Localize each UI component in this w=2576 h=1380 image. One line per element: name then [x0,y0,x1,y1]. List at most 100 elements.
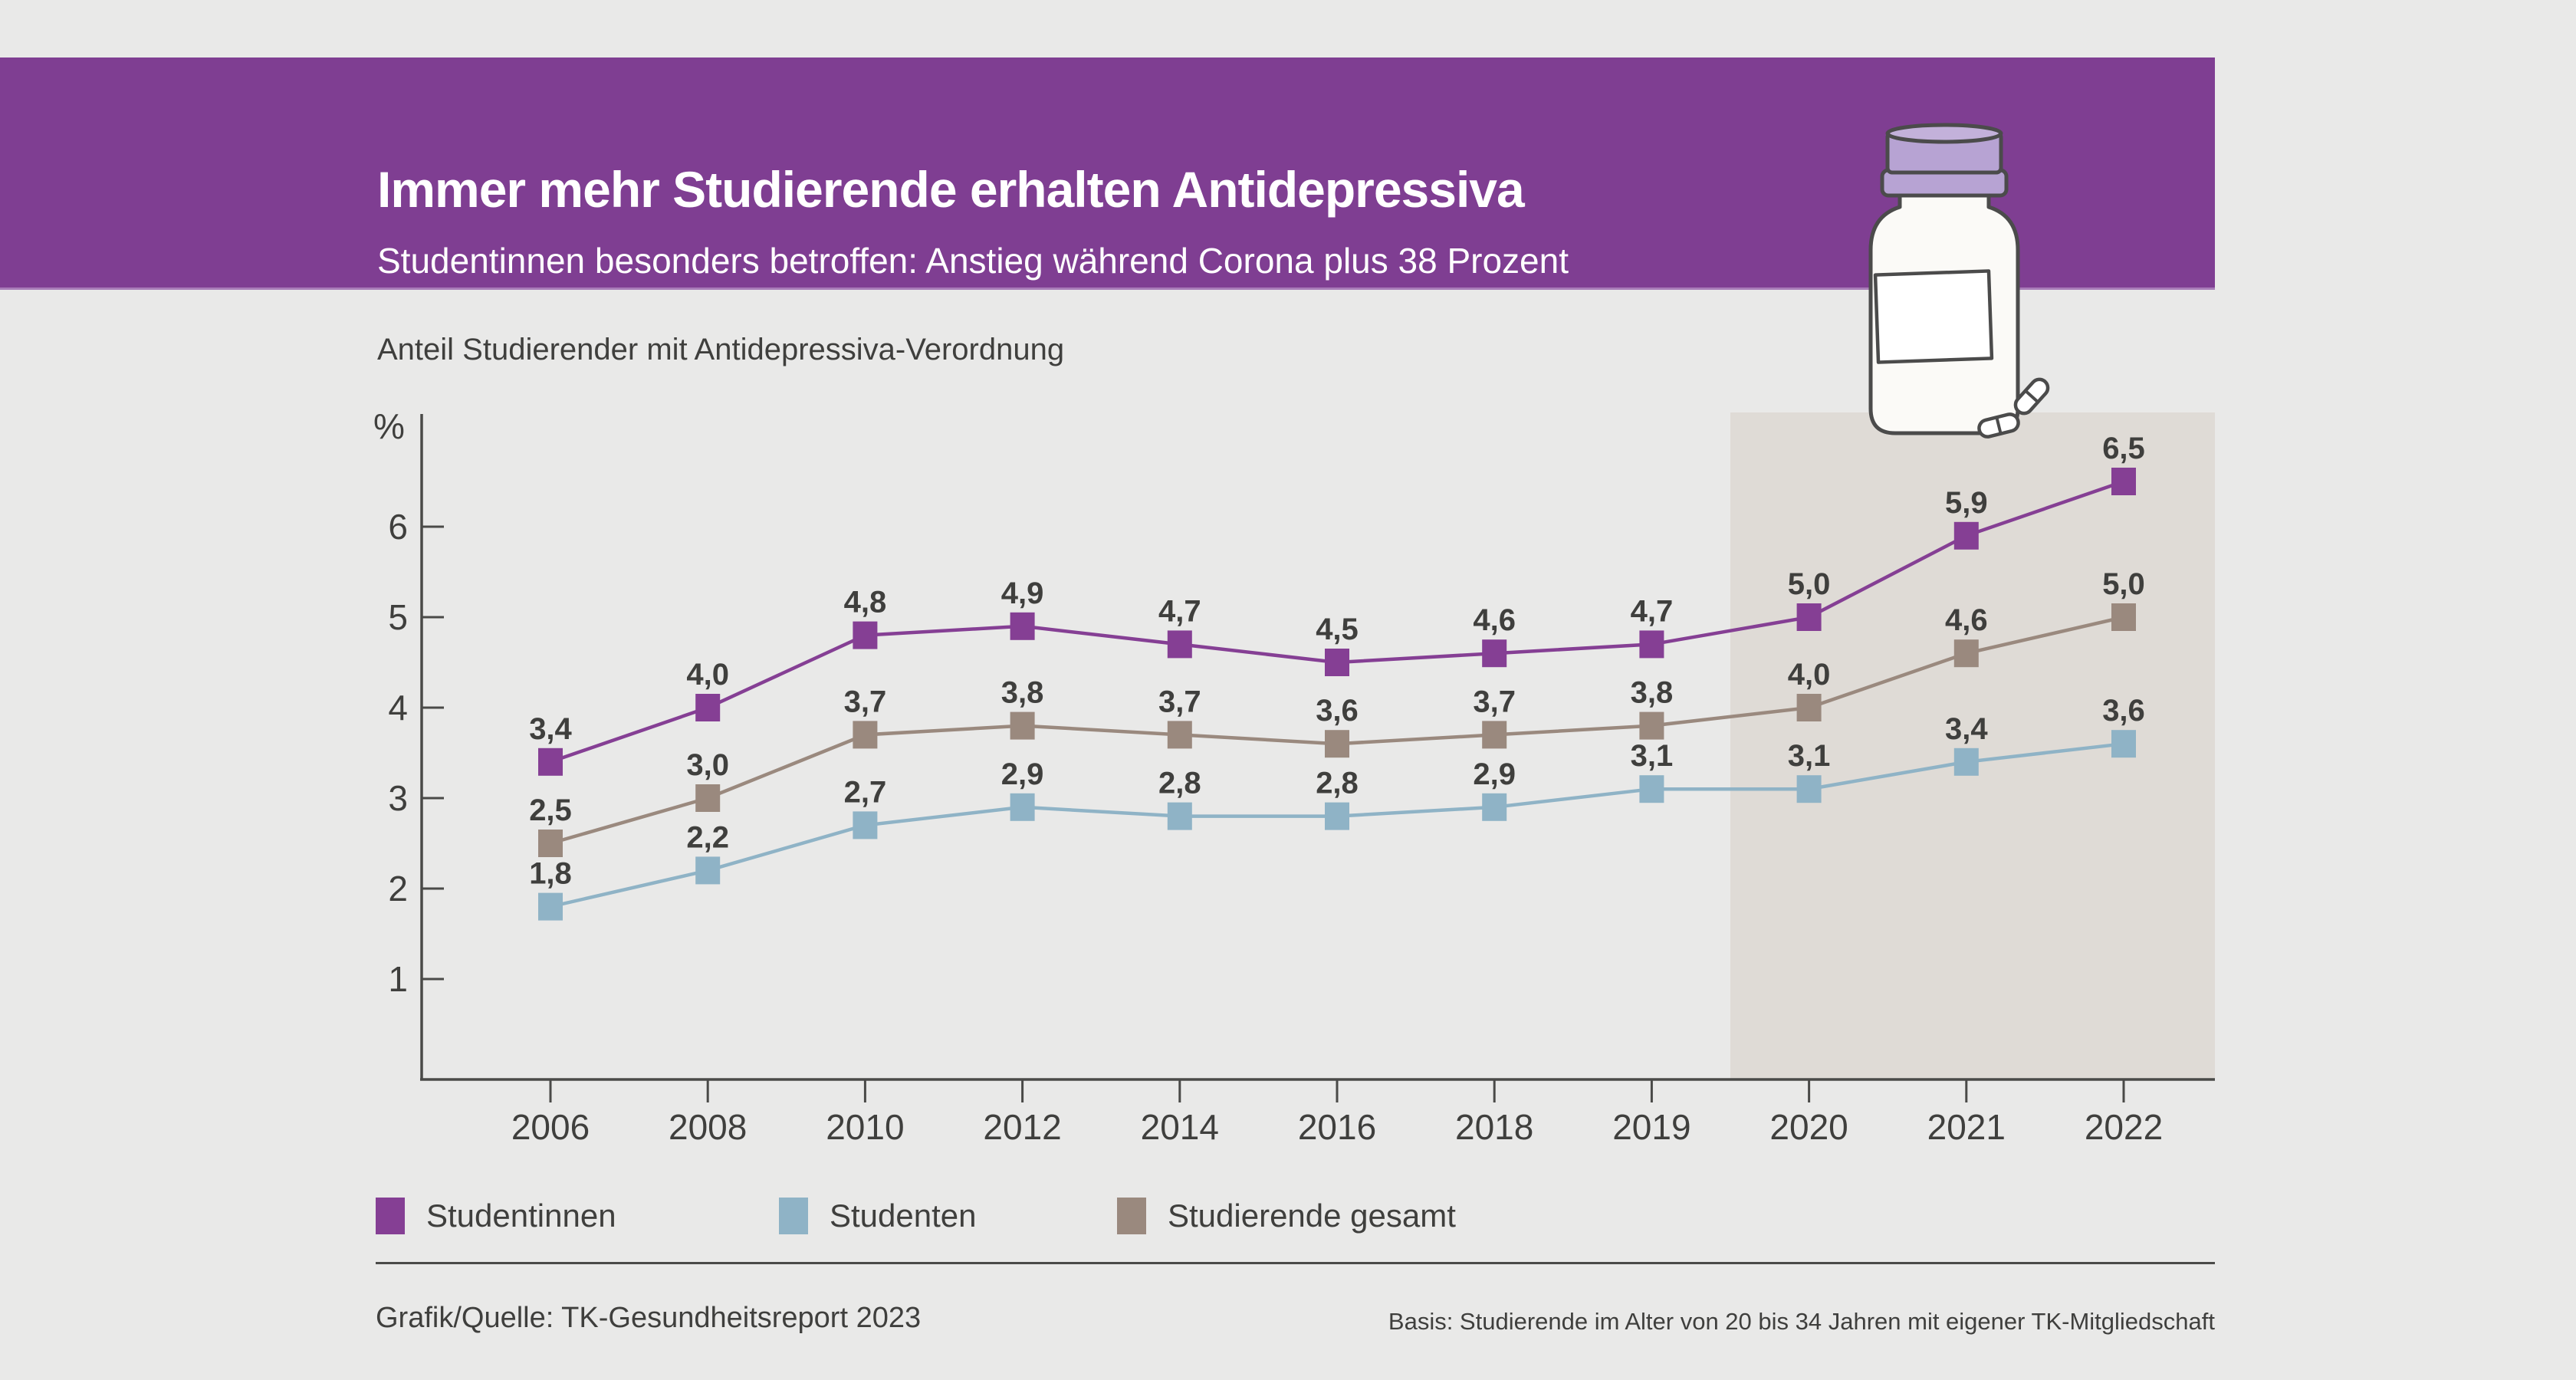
x-tick-label: 2019 [1612,1107,1691,1147]
data-label-studenten: 3,6 [2102,694,2145,728]
x-tick-label: 2006 [511,1107,590,1147]
data-label-studierende-gesamt: 3,7 [1473,685,1516,718]
data-marker-studentinnen [1325,649,1349,676]
legend-label: Studentinnen [426,1198,616,1234]
legend-swatch-1 [779,1198,808,1234]
data-label-studenten: 2,8 [1158,767,1201,800]
series-markers-studenten [538,730,2136,921]
series-line-studenten [550,741,2124,909]
series-line-studierende-gesamt [550,615,2124,846]
data-marker-studentinnen [1167,630,1192,659]
bottle-label [1873,269,1994,364]
bottle-cap-top [1885,123,2003,144]
legend-label: Studenten [830,1198,977,1234]
y-tick-label: 5 [388,597,408,637]
data-marker-studierende-gesamt [1953,639,1979,668]
y-tick-label: 3 [388,778,408,818]
data-label-studenten: 3,1 [1631,739,1674,773]
data-marker-studenten [2111,730,2136,758]
data-label-studierende-gesamt: 3,6 [1316,694,1359,728]
data-marker-studentinnen [1482,639,1507,668]
data-label-studierende-gesamt: 3,7 [1158,685,1201,718]
x-tick-label: 2022 [2085,1107,2163,1147]
data-marker-studierende-gesamt [1167,721,1192,749]
data-marker-studierende-gesamt [2111,603,2136,631]
chart-heading: Anteil Studierender mit Antidepressiva-V… [377,333,1065,366]
data-marker-studenten [853,811,878,840]
y-axis-unit-label: % [373,406,405,446]
header-banner: Immer mehr Studierende erhalten Antidepr… [0,58,2215,290]
y-tick-label: 1 [388,959,408,999]
data-label-studentinnen: 3,4 [529,712,572,746]
data-label-studierende-gesamt: 3,8 [1631,676,1674,710]
data-label-studentinnen: 4,7 [1631,594,1674,628]
series-markers-studierende-gesamt [538,603,2136,857]
data-label-studenten: 3,4 [1945,712,1988,746]
data-marker-studierende-gesamt [695,784,721,812]
page-subtitle: Studentinnen besonders betroffen: Anstie… [377,241,1569,281]
x-tick-label: 2018 [1455,1107,1533,1147]
legend-item-studierende-gesamt: Studierende gesamt [1117,1196,1456,1236]
data-marker-studenten [695,856,721,885]
data-label-studenten: 2,9 [1473,757,1516,791]
data-label-studenten: 2,9 [1001,757,1044,791]
data-marker-studentinnen [1010,612,1035,640]
pill-capsule-angled [2013,377,2050,416]
y-tick-label: 2 [388,869,408,909]
data-marker-studentinnen [853,621,878,649]
data-label-studentinnen: 4,6 [1473,603,1516,637]
pill-bottle-illustration [1868,123,2050,439]
data-label-studentinnen: 5,0 [1788,567,1831,601]
basis-note: Basis: Studierende im Alter von 20 bis 3… [1388,1308,2215,1335]
data-marker-studierende-gesamt [538,830,563,857]
data-marker-studierende-gesamt [1010,711,1035,740]
data-marker-studentinnen [1953,521,1979,550]
data-marker-studenten [538,892,563,921]
data-label-studentinnen: 6,5 [2102,432,2145,465]
data-marker-studierende-gesamt [1325,730,1349,758]
legend-label: Studierende gesamt [1168,1198,1456,1234]
data-label-studentinnen: 5,9 [1945,486,1988,520]
data-marker-studenten [1010,793,1035,821]
data-label-studentinnen: 4,9 [1001,577,1044,610]
data-marker-studierende-gesamt [1796,694,1822,721]
x-tick-label: 2021 [1927,1107,2006,1147]
data-marker-studentinnen [2111,468,2136,495]
data-label-studierende-gesamt: 3,0 [686,748,729,782]
series-markers-studentinnen [538,468,2136,776]
axes [420,414,2215,1081]
x-tick-label: 2008 [669,1107,747,1147]
data-label-studierende-gesamt: 3,7 [844,685,887,718]
data-label-studentinnen: 4,0 [686,658,729,692]
data-marker-studenten [1639,775,1664,803]
highlight-region-corona [1730,412,2215,1079]
legend-swatch-2 [1117,1198,1146,1234]
data-label-studentinnen: 4,8 [844,586,887,619]
x-tick-label: 2020 [1769,1107,1848,1147]
data-label-studentinnen: 4,7 [1158,594,1201,628]
data-marker-studenten [1325,802,1349,830]
data-label-studierende-gesamt: 3,8 [1001,676,1044,710]
x-tick-label: 2012 [983,1107,1061,1147]
data-label-studenten: 1,8 [529,857,572,891]
data-marker-studentinnen [695,694,721,721]
y-tick-label: 6 [388,507,408,547]
data-label-studentinnen: 4,5 [1316,613,1359,646]
data-marker-studenten [1482,793,1507,821]
data-label-studenten: 3,1 [1788,739,1831,773]
legend-swatch-0 [376,1198,405,1234]
legend-item-studentinnen: Studentinnen [376,1196,616,1236]
data-marker-studierende-gesamt [1639,711,1664,740]
data-marker-studenten [1167,802,1192,830]
data-marker-studenten [1796,775,1822,803]
data-marker-studentinnen [1796,603,1822,631]
series-line-studentinnen [550,479,2124,764]
y-tick-label: 4 [388,688,408,728]
data-marker-studentinnen [538,748,563,776]
data-label-studenten: 2,8 [1316,767,1359,800]
x-tick-label: 2016 [1298,1107,1376,1147]
data-marker-studenten [1953,748,1979,776]
data-marker-studierende-gesamt [1482,721,1507,749]
data-label-studierende-gesamt: 4,0 [1788,658,1831,692]
